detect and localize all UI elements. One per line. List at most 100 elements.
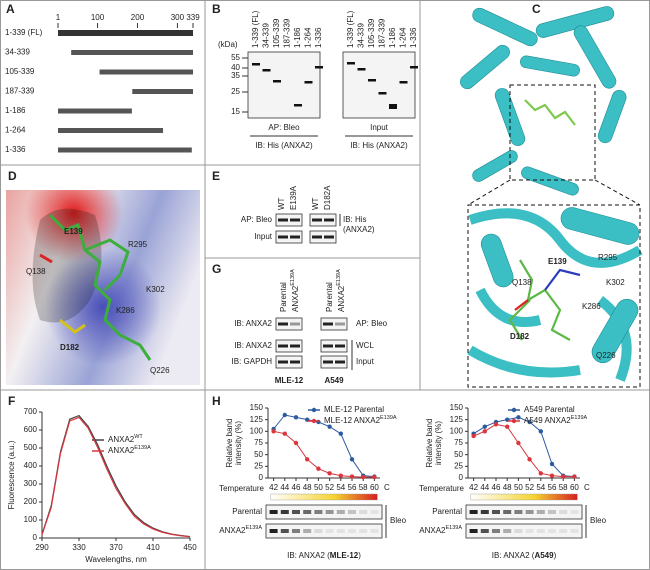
lane-label-sup: E139A [336,269,342,286]
x-tick-label: 60 [570,483,579,492]
side-label: IB: His [343,215,367,224]
band [559,529,568,533]
y-tick-label: 75 [454,438,463,447]
blot-label: Input [370,123,389,132]
band [312,235,322,239]
construct-label: 34-339 [5,48,30,57]
x-tick-label: 58 [559,483,568,492]
band [323,360,333,364]
x-tick-label: 46 [492,483,501,492]
lane-label-base: ANXA2 [291,285,300,312]
legend-marker [311,407,317,413]
blot-row-label-base: ANXA2 [219,526,246,535]
blot [320,355,348,369]
band [536,529,545,533]
blot [247,51,321,119]
row-label: IB: GAPDH [232,357,273,366]
series-line [473,423,575,478]
band [325,510,334,514]
blot-row-label-sup: E139A [445,525,462,531]
caption: IB: ANXA2 (MLE-12) [287,551,361,560]
lane-label: 105-339 [367,18,376,48]
band [514,510,523,514]
band [570,529,579,533]
x-axis-title: Temperature [219,484,264,493]
legend-label-sup: WT [134,434,143,440]
lane-label: 1-336 [314,27,323,48]
y-tick-label: 125 [450,415,464,424]
point [527,419,532,425]
band [273,80,281,83]
blot-row-label-base: Parental [232,507,262,516]
band [378,92,387,95]
construct-bar [58,147,192,153]
band [303,510,312,514]
lane-label-base: ANXA2 [337,285,346,312]
blot-label: IB: His (ANXA2) [350,141,408,150]
residue-label: Q138 [512,278,532,287]
band [290,322,300,326]
blot [275,355,303,369]
residue-label: Q226 [150,366,170,375]
band [278,360,288,364]
y-tick-label: 50 [454,450,463,459]
caption: IB: ANXA2 (A549) [492,551,557,560]
band [262,69,271,72]
band [335,360,345,364]
panel-letter: E [212,169,220,183]
series-line [41,416,191,538]
blot [265,523,383,539]
x-tick-label: 54 [536,483,545,492]
residue-label: K302 [606,278,625,287]
band [314,529,323,533]
y-tick-label: 400 [24,461,38,470]
blot-row-label: Parental [232,507,262,516]
blot-row-label: ANXA2E139A [219,525,262,535]
caption-part: ) [554,551,557,560]
x-tick-label: 48 [503,483,512,492]
point [293,415,299,420]
y-tick-label: 700 [24,407,38,416]
band [278,322,288,326]
lane-label: 1-264 [304,27,313,48]
band [559,510,568,514]
side-label: Bleo [590,516,607,525]
y-tick-label: 500 [24,443,38,452]
legend-label: A549 Parental [524,405,575,414]
band [525,529,534,533]
blot-label: IB: His (ANXA2) [255,141,313,150]
side-label: AP: Bleo [356,319,388,328]
band [370,529,379,533]
point [293,440,299,446]
protein-structure [460,6,643,382]
y-axis-title: Relative band [225,419,234,468]
band [525,510,534,514]
residue-label: R295 [598,253,618,262]
point [572,474,577,479]
x-tick-label: 52 [325,483,334,492]
y-axis-title: Relative band [425,419,434,468]
band [290,344,300,348]
lane-label: 1-264 [399,27,408,48]
ruler-label: 300 [171,13,185,22]
construct-label: 187-339 [5,87,35,96]
lane-label: ANXA2E139A [336,269,346,312]
blot-label: AP: Bleo [268,123,300,132]
construct-bar [132,89,193,94]
point [338,431,343,436]
surface-map [6,190,200,385]
lane-label: Parental [325,282,334,312]
point [516,440,521,446]
temperature-gradient [270,493,378,501]
legend-label-sup: E139A [380,415,397,421]
legend-label-sup: E139A [571,415,588,421]
construct-bar [71,50,193,55]
y-tick-label: 25 [254,461,263,470]
band [503,510,512,514]
residue-label: K286 [116,306,135,315]
series-line [473,416,575,478]
blot [465,523,583,539]
panel-letter: D [8,169,17,183]
band [290,360,300,364]
x-tick-label: 46 [292,483,301,492]
